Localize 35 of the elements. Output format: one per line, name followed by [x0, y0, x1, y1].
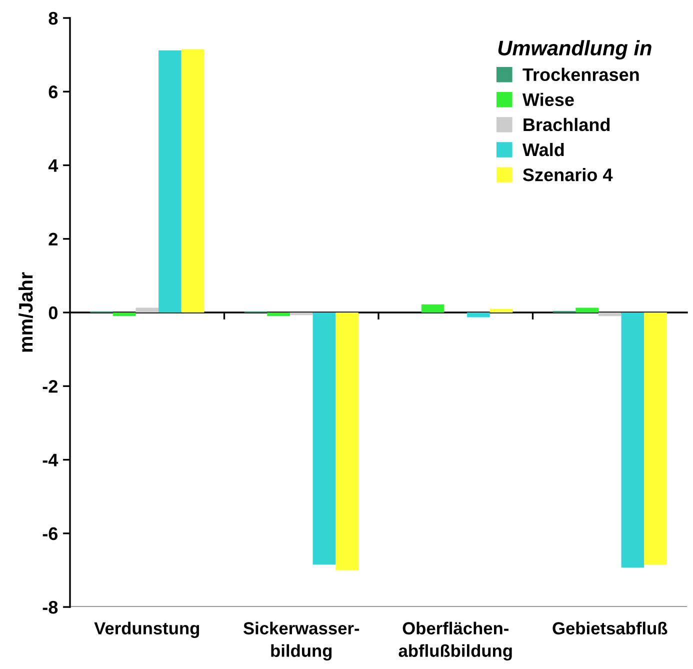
y-tick-label: -2 [42, 380, 58, 393]
bar [112, 312, 136, 316]
x-tick-label: Verdunstung [94, 622, 200, 638]
bar [467, 312, 490, 318]
bar [267, 312, 290, 316]
y-tick-label: -4 [42, 454, 58, 466]
y-tick-label: 0 [48, 306, 58, 320]
y-tick-label: 8 [48, 12, 58, 25]
bar [621, 312, 644, 568]
bar [136, 308, 159, 312]
bar [181, 49, 204, 312]
legend-label: Brachland [524, 118, 610, 132]
bar [576, 308, 598, 312]
bar [490, 308, 513, 312]
y-tick-label: 6 [48, 86, 58, 98]
y-tick-label: -6 [42, 527, 58, 540]
legend-title: Umwandlung in [498, 40, 652, 60]
y-tick-label: 4 [48, 159, 58, 172]
x-tick-label: Gebietsabfluß [552, 622, 668, 634]
legend-label: Trockenrasen [522, 68, 639, 82]
legend-label: Szenario 4 [522, 168, 613, 182]
y-tick-label: -8 [42, 600, 58, 614]
legend-label: Wiese [522, 92, 574, 106]
bar [290, 312, 313, 316]
bar [336, 312, 358, 570]
bar [158, 50, 182, 312]
bar [421, 304, 444, 312]
y-axis-title: mm/Jahr [18, 272, 33, 352]
legend-label: Wald [522, 142, 564, 156]
bar [598, 312, 622, 316]
bar [312, 312, 336, 565]
bar [644, 312, 667, 565]
x-tick-label: Oberflächen- abflußbildung [398, 622, 512, 660]
x-tick-label: Sickerwasser- bildung [243, 622, 360, 660]
y-tick-label: 2 [48, 232, 58, 246]
